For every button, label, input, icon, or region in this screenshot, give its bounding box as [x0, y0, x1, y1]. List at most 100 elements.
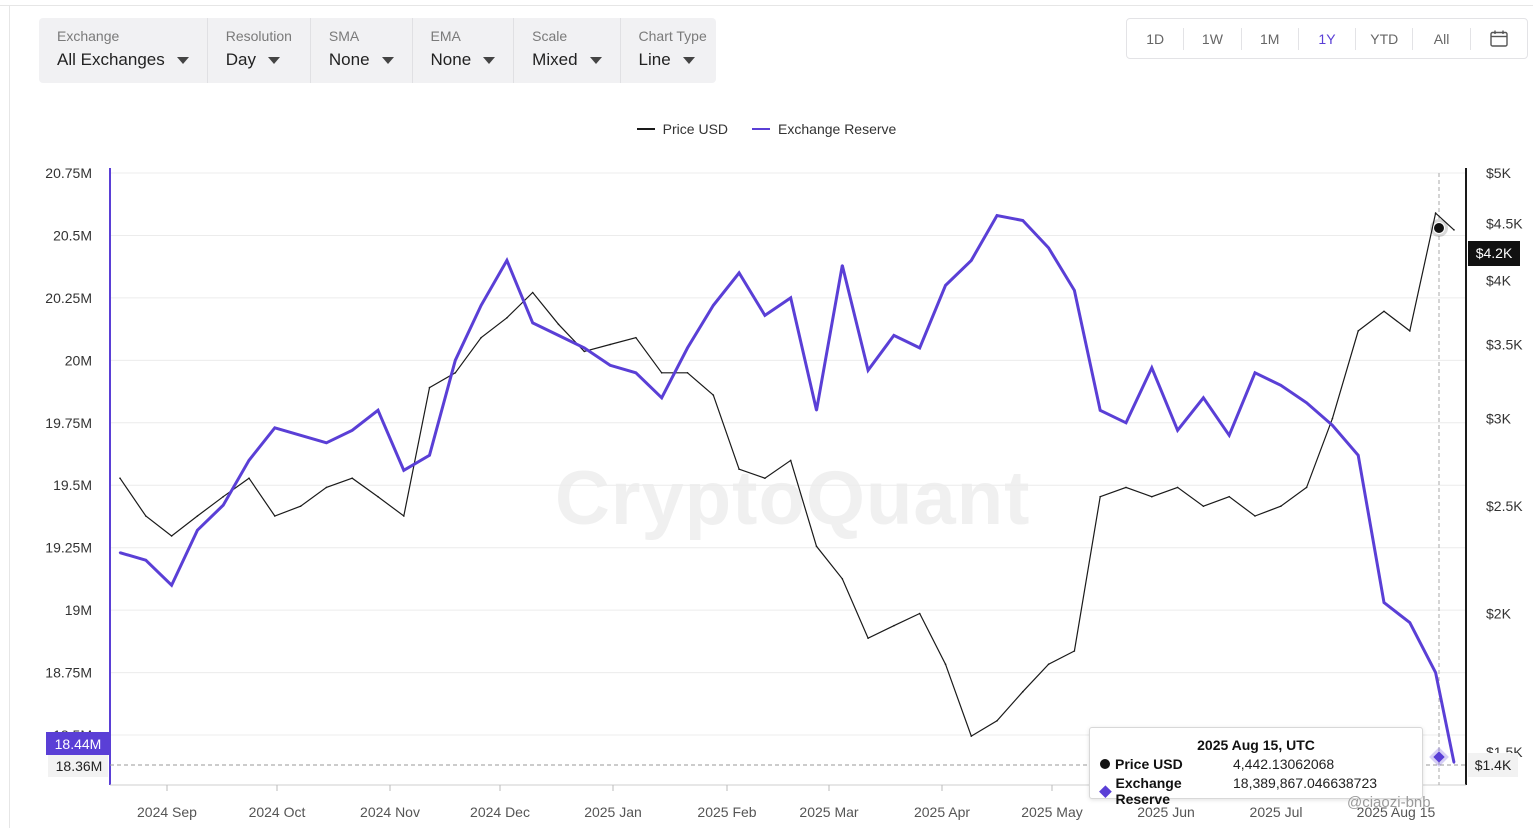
reserve-point — [1202, 396, 1205, 399]
control-value[interactable]: Mixed — [532, 50, 602, 70]
reserve-point — [634, 371, 638, 374]
legend-item-reserve[interactable]: Exchange Reserve — [752, 121, 896, 137]
y-left-tick-label: 19.5M — [53, 477, 92, 493]
price-point — [918, 612, 921, 615]
credit-watermark: @ciaozi-bnb — [1347, 794, 1431, 811]
y-left-tick-label: 20.25M — [45, 290, 92, 306]
chevron-down-icon[interactable] — [483, 56, 496, 64]
control-value[interactable]: Day — [226, 50, 292, 70]
reserve-point — [815, 409, 818, 412]
price-point — [1383, 310, 1385, 313]
price-point — [222, 495, 224, 498]
reserve-point — [1279, 384, 1283, 387]
reserve-hover-marker — [1433, 751, 1445, 763]
reserve-marker-icon — [1099, 784, 1112, 798]
chevron-down-icon[interactable] — [267, 56, 280, 64]
price-point — [557, 323, 560, 326]
range-button-all[interactable]: All — [1413, 27, 1471, 50]
reserve-point — [1434, 671, 1437, 674]
control-chart-type[interactable]: Chart Type Line — [621, 18, 725, 83]
control-scale[interactable]: Scale Mixed — [514, 18, 621, 83]
price-point — [764, 477, 766, 480]
reserve-point — [454, 359, 457, 362]
legend-label-price: Price USD — [662, 121, 729, 137]
range-button-ytd[interactable]: YTD — [1356, 27, 1414, 50]
price-point — [325, 486, 328, 489]
price-point — [145, 515, 147, 517]
x-tick-label: 2024 Oct — [249, 804, 306, 820]
x-tick-label: 2025 Mar — [799, 804, 858, 820]
reserve-point — [583, 346, 586, 350]
price-point — [893, 624, 895, 627]
x-tick-label: 2024 Nov — [360, 804, 420, 820]
range-button-1m[interactable]: 1M — [1242, 27, 1299, 50]
price-point — [454, 372, 457, 374]
reserve-point — [686, 346, 689, 350]
tooltip-reserve-value: 18,389,867.046638723 — [1233, 775, 1378, 791]
range-button-1y[interactable]: 1Y — [1299, 27, 1357, 50]
legend-item-price[interactable]: Price USD — [636, 121, 729, 137]
reserve-point — [299, 434, 302, 437]
range-button-1d[interactable]: 1D — [1127, 27, 1185, 50]
control-label: Scale — [532, 28, 568, 44]
y-left-tick-label: 20M — [65, 352, 92, 368]
control-value[interactable]: Line — [639, 50, 707, 70]
chevron-down-icon[interactable] — [589, 56, 602, 64]
control-value-text: Mixed — [532, 50, 578, 69]
reserve-point — [1073, 289, 1076, 292]
right-secondary-badge — [1468, 753, 1518, 777]
range-button-1w[interactable]: 1W — [1184, 27, 1242, 50]
reserve-point — [660, 396, 663, 399]
price-point — [119, 477, 121, 480]
y-right-tick-label: $4K — [1486, 272, 1512, 288]
reserve-point — [1150, 366, 1154, 369]
reserve-point — [608, 364, 612, 367]
control-value-text: Line — [638, 50, 671, 69]
price-hover-marker — [1433, 222, 1445, 234]
y-left-tick-label: 20.75M — [45, 165, 92, 181]
control-value[interactable]: None — [329, 50, 394, 70]
control-sma[interactable]: SMA None — [311, 18, 413, 83]
calendar-icon[interactable] — [1471, 28, 1527, 50]
reserve-point — [1099, 409, 1102, 412]
price-point — [1254, 515, 1256, 517]
control-exchange[interactable]: Exchange All Exchanges — [39, 18, 208, 83]
reserve-point — [402, 469, 405, 472]
left-current-badge-text: 18.44M — [55, 736, 102, 752]
control-value-text: All Exchanges — [57, 50, 165, 69]
price-point — [635, 336, 637, 339]
control-label: EMA — [430, 28, 461, 44]
control-label: Exchange — [57, 28, 120, 44]
reserve-point — [1382, 601, 1386, 604]
control-ema[interactable]: EMA None — [413, 18, 515, 83]
chevron-down-icon[interactable] — [682, 56, 695, 64]
control-value[interactable]: All Exchanges — [57, 50, 189, 70]
price-point — [1409, 330, 1411, 332]
price-point — [1331, 417, 1334, 420]
y-left-tick-label: 18.75M — [45, 665, 92, 681]
price-point — [738, 468, 740, 471]
chevron-down-icon[interactable] — [381, 56, 394, 64]
tooltip-price-key: Price USD — [1100, 756, 1233, 772]
price-point — [815, 545, 818, 548]
reserve-point — [1124, 421, 1128, 424]
y-left-tick-label: 19M — [65, 602, 92, 618]
right-current-badge-text: $4.2K — [1476, 245, 1513, 261]
tooltip-reserve-label: Exchange Reserve — [1115, 775, 1182, 807]
control-label: Resolution — [225, 28, 292, 44]
reserve-point — [196, 529, 199, 532]
reserve-point — [1047, 246, 1050, 250]
control-value[interactable]: None — [431, 50, 496, 70]
legend-label-reserve: Exchange Reserve — [778, 121, 897, 137]
x-tick-label: 2025 Jun — [1137, 804, 1195, 820]
price-point — [712, 394, 715, 396]
chevron-down-icon[interactable] — [176, 56, 189, 64]
price-point — [480, 336, 482, 339]
control-resolution[interactable]: Resolution Day — [208, 18, 311, 83]
y-right-tick-label: $2K — [1486, 606, 1512, 622]
price-point — [867, 637, 869, 639]
x-tick-label: 2025 Feb — [697, 804, 756, 820]
reserve-point — [118, 551, 122, 554]
reserve-point — [1408, 621, 1412, 624]
control-value-text: None — [430, 50, 472, 69]
